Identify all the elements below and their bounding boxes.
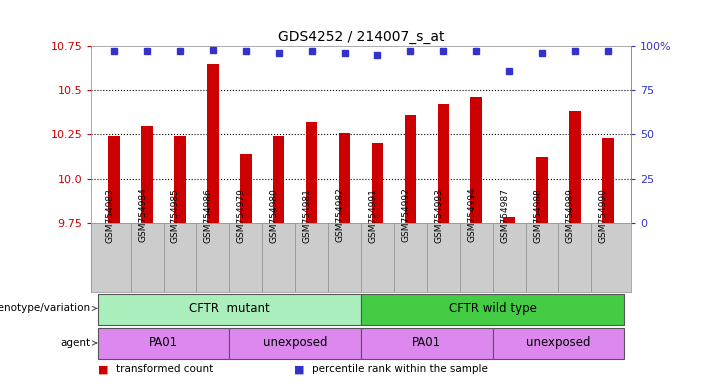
Bar (404, 115, 416, 223)
FancyBboxPatch shape (97, 293, 361, 325)
Bar (240, 154, 252, 223)
Text: CFTR  mutant: CFTR mutant (189, 302, 270, 315)
Bar (437, 104, 449, 223)
Text: ■: ■ (294, 364, 305, 374)
Bar (569, 111, 580, 223)
Bar (339, 132, 350, 223)
Text: percentile rank within the sample: percentile rank within the sample (312, 364, 488, 374)
FancyBboxPatch shape (229, 328, 361, 359)
Text: CFTR wild type: CFTR wild type (449, 302, 536, 315)
Bar (602, 138, 613, 223)
FancyBboxPatch shape (493, 328, 625, 359)
Text: PA01: PA01 (149, 336, 178, 349)
Bar (503, 217, 515, 223)
Bar (207, 64, 219, 223)
Text: ■: ■ (98, 364, 109, 374)
Bar (536, 157, 547, 223)
FancyBboxPatch shape (97, 328, 229, 359)
Bar (175, 136, 186, 223)
Text: agent: agent (60, 338, 97, 348)
Text: PA01: PA01 (412, 336, 442, 349)
Text: genotype/variation: genotype/variation (0, 303, 97, 313)
Bar (372, 143, 383, 223)
Text: transformed count: transformed count (116, 364, 213, 374)
Bar (109, 136, 120, 223)
Bar (142, 126, 153, 223)
Bar (306, 122, 318, 223)
Title: GDS4252 / 214007_s_at: GDS4252 / 214007_s_at (278, 30, 444, 44)
Bar (273, 136, 285, 223)
Bar (470, 97, 482, 223)
Text: unexposed: unexposed (263, 336, 327, 349)
Text: unexposed: unexposed (526, 336, 591, 349)
FancyBboxPatch shape (361, 293, 625, 325)
FancyBboxPatch shape (361, 328, 493, 359)
